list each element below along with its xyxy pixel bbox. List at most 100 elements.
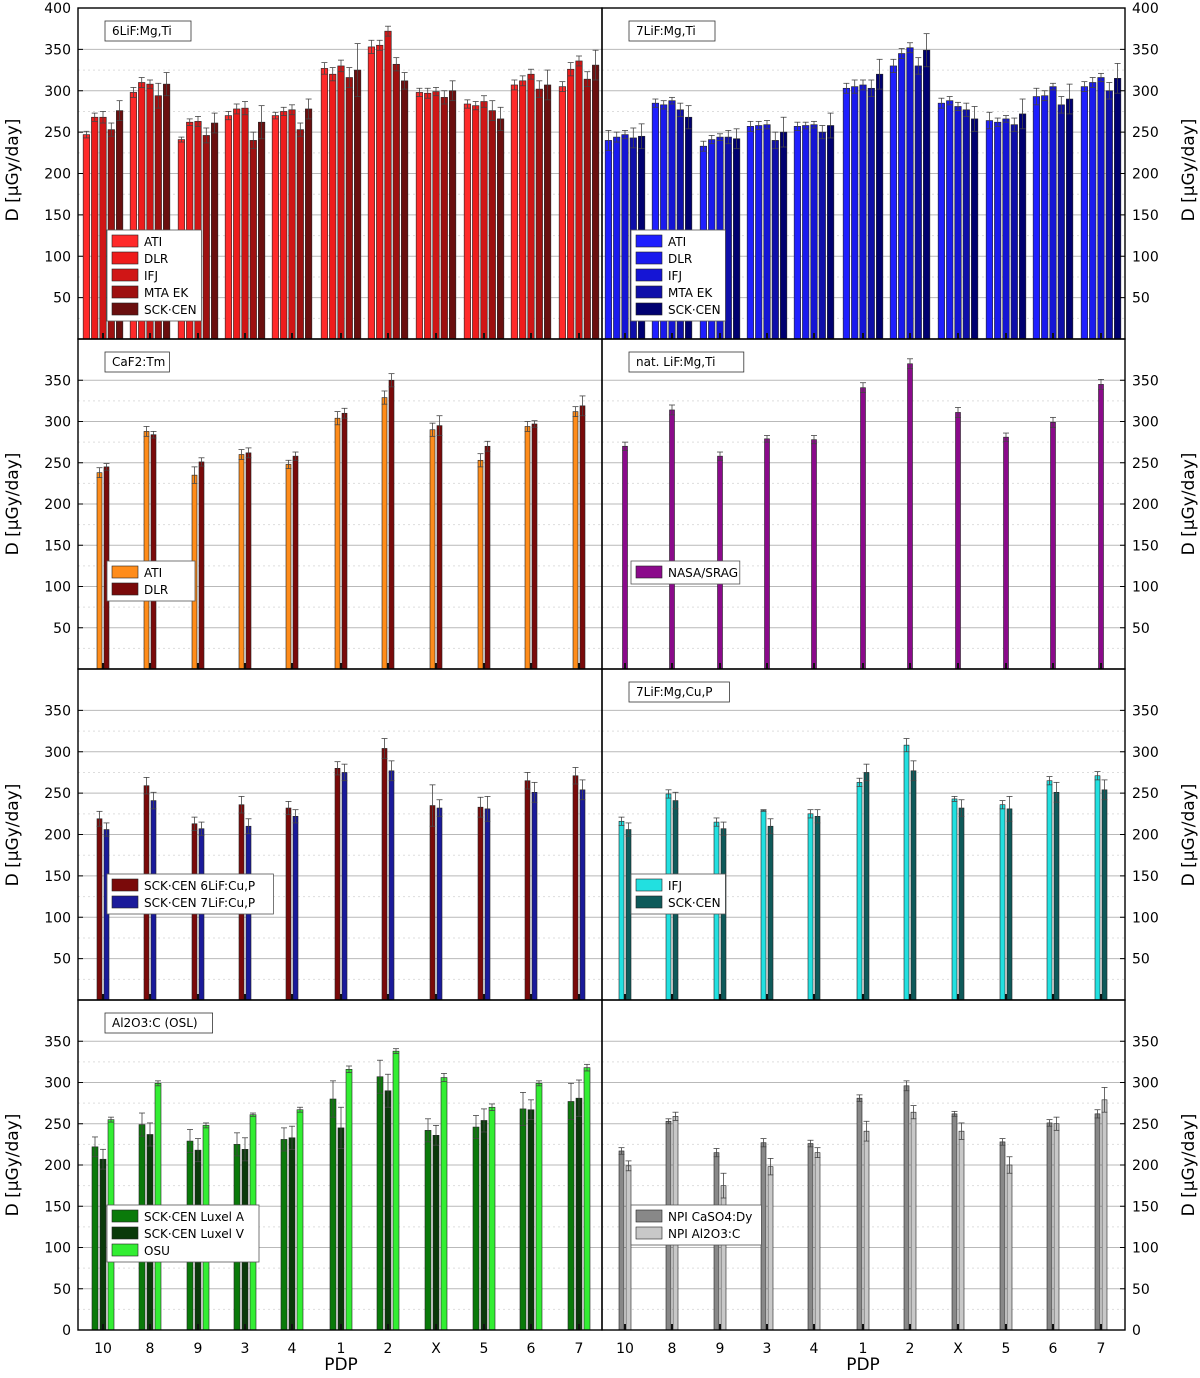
bar [202, 135, 210, 340]
bar [285, 464, 292, 670]
bar [1089, 82, 1097, 340]
y-tick-label: 300 [1132, 745, 1159, 761]
bar [510, 84, 518, 340]
legend-swatch [111, 234, 139, 248]
bar [906, 47, 914, 340]
bar [1019, 113, 1027, 340]
bar [367, 46, 375, 340]
legend-label: MTA EK [144, 286, 189, 300]
bar [1114, 78, 1122, 340]
bar [613, 136, 621, 340]
bar [604, 140, 612, 340]
bar [82, 134, 90, 340]
bar [334, 767, 341, 1001]
bar [91, 116, 99, 340]
bar [329, 1098, 337, 1331]
bar [345, 77, 353, 340]
legend-label: MTA EK [668, 286, 713, 300]
bar [669, 409, 675, 670]
bar [531, 423, 538, 670]
bar [1053, 791, 1060, 1001]
x-tick-label: 3 [763, 1341, 772, 1357]
bar [842, 87, 850, 340]
bar [994, 121, 1002, 340]
bar [985, 120, 993, 340]
bar [384, 1090, 392, 1331]
y-tick-label: 400 [1132, 1, 1159, 17]
bar [285, 807, 292, 1001]
bar [780, 131, 788, 340]
y-tick-label: 50 [1132, 952, 1150, 968]
bar [345, 1069, 353, 1331]
bar [1057, 104, 1065, 340]
bar [811, 439, 817, 670]
bar [424, 1130, 432, 1331]
bar [951, 798, 958, 1001]
bar [91, 1146, 99, 1331]
y-tick-label: 250 [44, 456, 71, 472]
y-tick-label: 300 [44, 415, 71, 431]
bar [724, 136, 732, 340]
bar [618, 820, 625, 1001]
x-tick-label: 5 [1002, 1341, 1011, 1357]
bar [572, 775, 579, 1001]
bar [535, 88, 543, 340]
bar [903, 744, 910, 1001]
y-tick-label: 50 [1132, 291, 1150, 307]
panel-title-box [628, 20, 716, 42]
y-label-right-row2: D [µGy/day] [1179, 453, 1199, 556]
bar [802, 125, 810, 340]
legend-swatch [111, 1226, 139, 1240]
bar [392, 1050, 400, 1331]
bar [388, 770, 395, 1001]
y-tick-label: 350 [1132, 373, 1159, 389]
bar [1049, 86, 1057, 340]
legend-label: DLR [668, 252, 692, 266]
legend-label: IFJ [668, 269, 682, 283]
y-tick-label-zero: 0 [62, 1323, 71, 1339]
bar [280, 1139, 288, 1331]
legend-label: NPI CaSO4:Dy [668, 1210, 752, 1224]
bar [241, 107, 249, 340]
bar [544, 84, 552, 340]
x-tick-label: 5 [480, 1341, 489, 1357]
bar [432, 91, 440, 340]
bar [907, 363, 913, 670]
bar [376, 1076, 384, 1331]
y-tick-label: 200 [44, 497, 71, 513]
bar [910, 1111, 917, 1331]
x-tick-label: 8 [668, 1341, 677, 1357]
y-tick-label: 250 [1132, 456, 1159, 472]
bar [851, 86, 859, 340]
bar [238, 454, 245, 670]
y-tick-label: 400 [44, 1, 71, 17]
x-tick-label: 2 [906, 1341, 915, 1357]
x-tick-label: 3 [241, 1341, 250, 1357]
bar [381, 397, 388, 670]
y-tick-label: 100 [1132, 1241, 1159, 1257]
legend-label: DLR [144, 583, 168, 597]
bar [519, 80, 527, 340]
panel-title-box [104, 351, 170, 373]
legend-label: SCK·CEN [668, 303, 721, 317]
y-tick-label: 200 [44, 1158, 71, 1174]
bar [233, 108, 241, 340]
x-tick-label: 9 [716, 1341, 725, 1357]
bar [477, 459, 484, 670]
legend-swatch [635, 234, 663, 248]
bar [440, 97, 448, 340]
x-tick-label: 1 [859, 1341, 868, 1357]
legend-label: ATI [668, 235, 686, 249]
y-tick-label: 200 [1132, 167, 1159, 183]
y-tick-label: 150 [44, 538, 71, 554]
y-tick-label: 250 [44, 786, 71, 802]
bar [971, 118, 979, 340]
legend-swatch [111, 1243, 139, 1257]
legend-swatch [635, 268, 663, 282]
y-tick-label: 150 [44, 1199, 71, 1215]
y-tick-label: 50 [53, 621, 71, 637]
bar [354, 69, 362, 340]
bar [472, 1126, 480, 1331]
bar [951, 1113, 958, 1331]
bar [567, 1101, 575, 1331]
